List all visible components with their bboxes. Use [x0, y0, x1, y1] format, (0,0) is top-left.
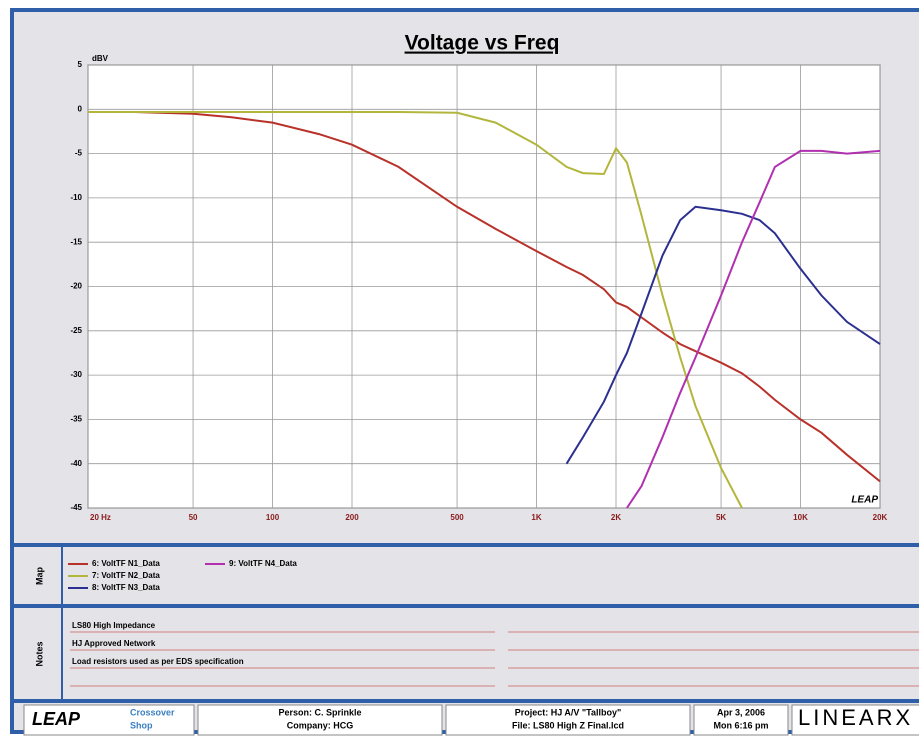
y-tick-label: -10 [70, 193, 82, 202]
legend-label: 9: VoltTF N4_Data [229, 559, 297, 568]
x-tick-label: 100 [266, 513, 280, 522]
logo: LEAP [32, 709, 81, 729]
note-line: Load resistors used as per EDS specifica… [72, 657, 244, 666]
note-line: HJ Approved Network [72, 639, 156, 648]
y-tick-label: -5 [75, 149, 83, 158]
x-tick-label: 1K [531, 513, 541, 522]
footer-box [693, 704, 789, 736]
note-line: LS80 High Impedance [72, 621, 156, 630]
watermark: LEAP [851, 495, 878, 506]
product: Shop [130, 720, 153, 730]
company: Company: HCG [287, 720, 354, 730]
x-tick-label: 50 [189, 513, 198, 522]
y-tick-label: 5 [78, 60, 83, 69]
legend-label: 7: VoltTF N2_Data [92, 571, 160, 580]
series-line [88, 111, 881, 483]
series-line [565, 205, 881, 465]
footer-box [197, 704, 443, 736]
footer: LEAP Crossover Shop Person: C. Sprinkle … [23, 704, 919, 736]
x-tick-label: 200 [345, 513, 359, 522]
notes: LS80 High Impedance HJ Approved Network Lo… [70, 621, 919, 687]
file: File: LS80 High Z Final.lcd [512, 720, 624, 730]
footer-box [445, 704, 691, 736]
y-tick-label: 0 [78, 104, 83, 113]
time: Mon 6:16 pm [713, 720, 768, 730]
x-tick-label: 2K [611, 513, 621, 522]
product: Crossover [130, 707, 175, 717]
x-tick-label: 5K [716, 513, 726, 522]
y-tick-label: -35 [70, 415, 82, 424]
y-unit: dBV [92, 54, 109, 63]
date: Apr 3, 2006 [717, 707, 765, 717]
x-tick-label: 10K [793, 513, 808, 522]
chart-title: Voltage vs Freq [405, 32, 560, 55]
project: Project: HJ A/V "Tallboy" [515, 707, 622, 717]
series-line [88, 111, 743, 509]
panel-label: Map [34, 566, 44, 585]
legend: 6: VoltTF N1_Data 7: VoltTF N2_Data 8: Vol… [68, 559, 297, 592]
y-tick-label: -30 [70, 370, 82, 379]
series-line [626, 149, 881, 509]
brand: LINEARX [798, 705, 913, 730]
panel-label: Notes [34, 641, 44, 666]
y-tick-label: -45 [70, 503, 82, 512]
footer-box [791, 704, 919, 736]
y-tick-label: -25 [70, 326, 82, 335]
x-tick-label: 500 [450, 513, 464, 522]
legend-label: 8: VoltTF N3_Data [92, 583, 160, 592]
x-tick-label: 20K [873, 513, 888, 522]
person: Person: C. Sprinkle [278, 707, 361, 717]
y-tick-label: -15 [70, 237, 82, 246]
legend-label: 6: VoltTF N1_Data [92, 559, 160, 568]
y-tick-label: -40 [70, 459, 82, 468]
x-tick-label: 20 Hz [90, 513, 111, 522]
footer-box [23, 704, 195, 736]
y-tick-label: -20 [70, 282, 82, 291]
